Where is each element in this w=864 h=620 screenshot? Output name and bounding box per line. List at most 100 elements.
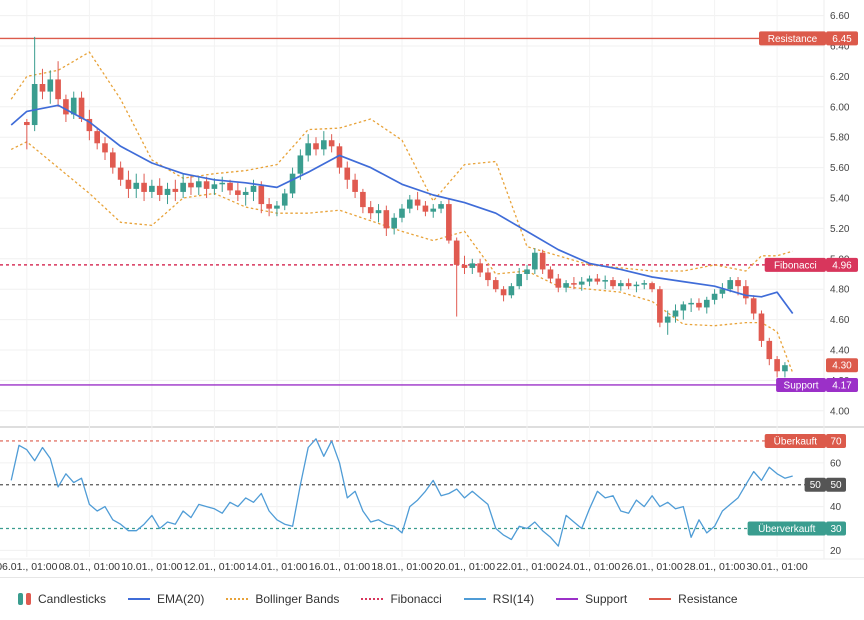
candle-body bbox=[735, 280, 741, 287]
candle-body bbox=[188, 182, 194, 188]
candle-body bbox=[47, 79, 54, 92]
candle-body bbox=[125, 179, 132, 189]
candle-body bbox=[141, 182, 147, 192]
chart-canvas[interactable]: 4.004.204.404.604.805.005.205.405.605.80… bbox=[0, 0, 864, 577]
legend-item[interactable]: Fibonacci bbox=[361, 592, 442, 606]
level-tag-support-label: Support bbox=[784, 380, 819, 391]
candle-body bbox=[477, 263, 483, 273]
y-tick-label: 5.60 bbox=[830, 163, 850, 174]
x-tick-label: 20.01., 01:00 bbox=[434, 561, 495, 573]
candle-body bbox=[461, 264, 468, 268]
candle-body bbox=[117, 167, 124, 180]
candle-body bbox=[703, 299, 710, 308]
bollinger-lower bbox=[10, 141, 794, 374]
x-tick-label: 12.01., 01:00 bbox=[184, 561, 245, 573]
candle-body bbox=[219, 182, 226, 185]
x-tick-label: 14.01., 01:00 bbox=[246, 561, 307, 573]
y-tick-label: 4.80 bbox=[830, 285, 850, 296]
level-tag-support: Support 4.17 bbox=[776, 377, 858, 392]
legend-item[interactable]: Bollinger Bands bbox=[226, 592, 339, 606]
rsi-level-tag-2-label: Überverkauft bbox=[758, 523, 815, 535]
level-tag-resistance-label: Resistance bbox=[768, 34, 818, 45]
candle-body bbox=[406, 199, 413, 209]
candle-body bbox=[750, 298, 757, 314]
legend-label: Fibonacci bbox=[390, 592, 442, 606]
candle-body bbox=[250, 185, 257, 192]
candle-body bbox=[180, 182, 186, 192]
candle-body bbox=[641, 283, 648, 285]
candle-body bbox=[617, 283, 624, 287]
x-tick-label: 22.01., 01:00 bbox=[496, 561, 557, 573]
candle-body bbox=[94, 131, 100, 144]
x-tick-label: 24.01., 01:00 bbox=[559, 561, 620, 573]
candle-body bbox=[508, 286, 515, 296]
legend-swatch bbox=[226, 598, 249, 600]
legend-item[interactable]: RSI(14) bbox=[463, 592, 535, 606]
candle-body bbox=[625, 283, 632, 287]
candle-body bbox=[571, 283, 577, 285]
level-tag-fibonacci-value: 4.96 bbox=[832, 260, 852, 271]
y-tick-label: 4.00 bbox=[830, 406, 850, 417]
candle-body bbox=[274, 205, 280, 209]
candle-down-swatch bbox=[26, 593, 31, 605]
legend-item[interactable]: Candlesticks bbox=[18, 592, 106, 606]
rsi-level-tag-2-value: 30 bbox=[830, 524, 842, 535]
rsi-level-tag-0: Überkauft 70 bbox=[764, 433, 846, 448]
candle-body bbox=[711, 293, 718, 300]
candle-body bbox=[680, 304, 687, 311]
x-tick-label: 16.01., 01:00 bbox=[309, 561, 370, 573]
candle-body bbox=[133, 182, 140, 189]
candle-body bbox=[328, 140, 335, 147]
candle-body bbox=[539, 252, 546, 270]
candle-body bbox=[430, 208, 437, 212]
candle-body bbox=[727, 280, 734, 290]
rsi-level-tag-1-value-bg bbox=[826, 477, 846, 492]
candle-body bbox=[446, 204, 452, 241]
rsi-level-tag-0-label-bg bbox=[764, 433, 826, 448]
candle-body bbox=[532, 252, 538, 270]
x-tick-label: 06.01., 01:00 bbox=[0, 561, 58, 573]
candle-body bbox=[344, 167, 351, 180]
legend-item[interactable]: EMA(20) bbox=[128, 592, 204, 606]
rsi-y-tick-label: 60 bbox=[830, 458, 842, 469]
candle-body bbox=[39, 84, 46, 92]
rsi-level-tag-1-label: 50 bbox=[810, 480, 822, 491]
legend-item[interactable]: Support bbox=[556, 592, 627, 606]
candle-body bbox=[422, 205, 429, 212]
candle-body bbox=[211, 184, 218, 189]
x-tick-label: 28.01., 01:00 bbox=[684, 561, 745, 573]
ema-line bbox=[10, 104, 794, 315]
legend-label: Support bbox=[585, 592, 628, 606]
candle-body bbox=[242, 191, 249, 195]
candle-body bbox=[172, 188, 179, 192]
level-tag-support-value-bg bbox=[826, 377, 858, 392]
rsi-level-tag-1-value: 50 bbox=[830, 480, 842, 491]
candle-body bbox=[469, 263, 476, 268]
candle-body bbox=[719, 289, 726, 294]
level-tag-support-label-bg bbox=[776, 377, 826, 392]
candle-body bbox=[289, 173, 296, 194]
candle-body bbox=[438, 204, 444, 209]
candle-body bbox=[743, 286, 749, 299]
y-tick-label: 5.40 bbox=[830, 194, 850, 205]
legend-label: RSI(14) bbox=[492, 592, 535, 606]
candle-body bbox=[664, 316, 671, 323]
legend-swatch bbox=[463, 598, 486, 600]
candle-body bbox=[281, 193, 288, 206]
candle-body bbox=[492, 280, 499, 290]
legend-label: Resistance bbox=[678, 592, 738, 606]
legend-swatch bbox=[649, 598, 672, 600]
level-tag-resistance-value-bg bbox=[826, 31, 858, 46]
main-pane bbox=[0, 36, 824, 386]
legend-item[interactable]: Resistance bbox=[649, 592, 738, 606]
candle-body bbox=[782, 365, 788, 372]
level-tag-resistance-label-bg bbox=[759, 31, 826, 46]
y-tick-label: 4.40 bbox=[830, 346, 850, 357]
candle-body bbox=[313, 143, 319, 150]
candle-body bbox=[696, 302, 702, 308]
last-price-tag-value: 4.30 bbox=[832, 361, 852, 372]
candle-body bbox=[610, 280, 616, 287]
candle-body bbox=[78, 97, 85, 119]
candle-body bbox=[414, 199, 421, 206]
